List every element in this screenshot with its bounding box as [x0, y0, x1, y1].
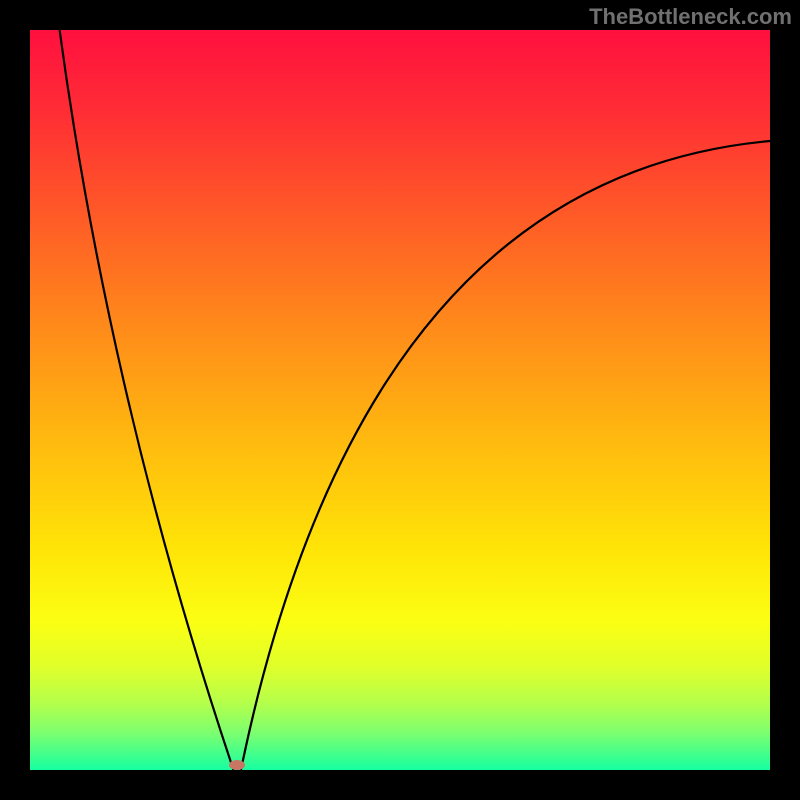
curve-path [60, 30, 770, 770]
minimum-marker [229, 760, 245, 770]
plot-area [30, 30, 770, 770]
bottleneck-curve [30, 30, 770, 770]
